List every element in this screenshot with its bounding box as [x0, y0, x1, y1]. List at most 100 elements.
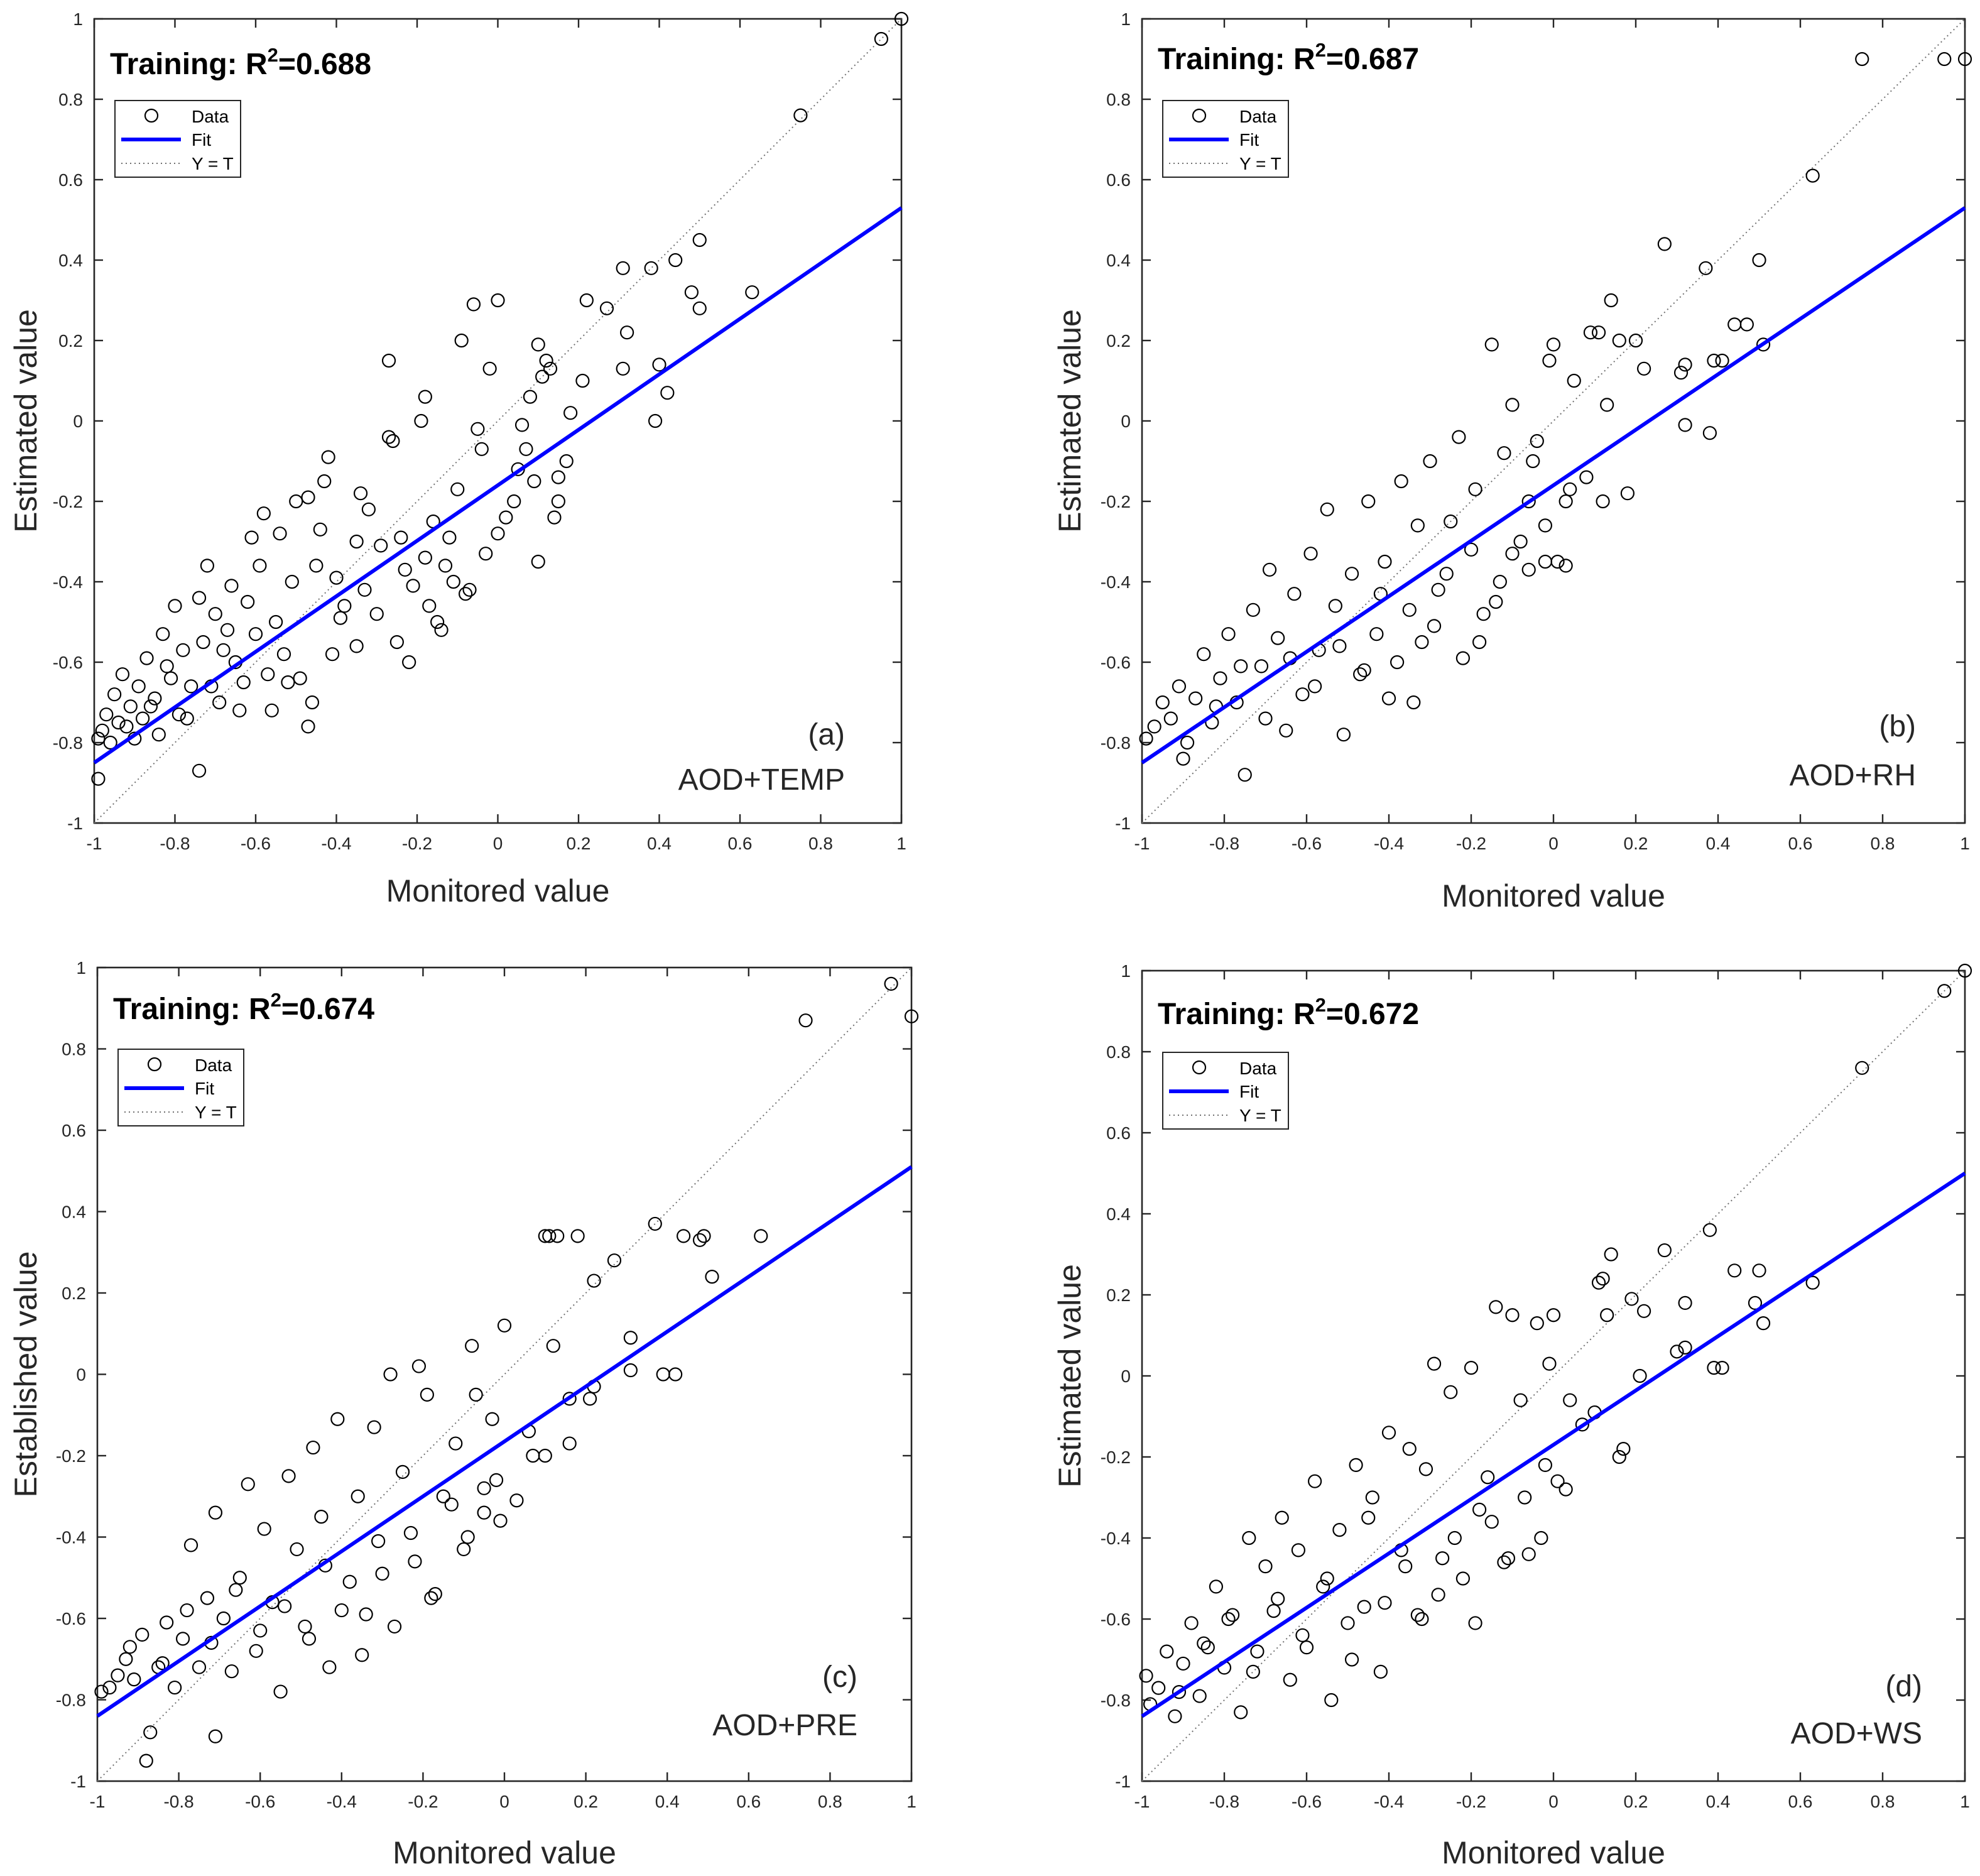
- legend: Data Fit Y = T: [1162, 100, 1289, 178]
- data-point: [527, 474, 541, 489]
- data-point: [1423, 454, 1437, 469]
- data-point: [1435, 1551, 1450, 1566]
- data-point: [1324, 1693, 1339, 1708]
- data-point: [489, 1473, 504, 1487]
- data-point: [430, 614, 445, 630]
- data-point: [394, 530, 408, 545]
- data-point: [91, 731, 106, 746]
- data-point: [1349, 1458, 1363, 1472]
- data-point: [261, 667, 275, 682]
- data-point: [1163, 711, 1178, 726]
- data-point: [383, 1367, 398, 1382]
- data-point: [1472, 1502, 1487, 1517]
- data-point: [523, 390, 538, 404]
- data-point: [692, 1233, 707, 1247]
- data-point: [616, 361, 630, 376]
- data-point: [1855, 1061, 1869, 1075]
- data-point: [1390, 655, 1405, 670]
- r2-superscript: 2: [1315, 39, 1326, 61]
- data-point: [136, 711, 150, 726]
- panel-description: AOD+PRE: [712, 1709, 857, 1742]
- data-point: [349, 534, 364, 549]
- y-tick-label: -0.8: [1101, 733, 1131, 753]
- data-point: [1139, 731, 1153, 746]
- y-tick-label: -1: [1115, 814, 1131, 833]
- data-point: [95, 723, 109, 738]
- y-tick-label: 0.4: [1106, 251, 1131, 270]
- data-point: [293, 671, 307, 685]
- data-point: [422, 599, 437, 613]
- data-point: [248, 627, 263, 641]
- data-point: [1518, 1490, 1532, 1505]
- data-point: [449, 1436, 463, 1451]
- x-tick-label: 0.4: [1706, 834, 1731, 853]
- y-tick-label: 0.6: [1106, 170, 1131, 190]
- data-point: [616, 261, 630, 275]
- data-point: [216, 643, 231, 657]
- data-point: [1291, 1543, 1305, 1557]
- y-tick-label: 0.4: [58, 251, 83, 270]
- data-point: [353, 486, 368, 501]
- training-text: Training: R: [110, 48, 268, 81]
- data-point: [1160, 1644, 1174, 1659]
- y-tick-label: 0.6: [58, 170, 83, 190]
- data-point: [1637, 361, 1651, 376]
- data-point: [381, 430, 396, 444]
- y-tick-label: 0.2: [58, 331, 83, 351]
- x-tick-label: -0.2: [1456, 834, 1486, 853]
- data-point: [599, 301, 614, 315]
- data-point: [168, 1680, 182, 1695]
- data-point: [103, 735, 117, 750]
- data-point: [1513, 1393, 1528, 1407]
- fit-line: [93, 206, 903, 765]
- data-point: [321, 450, 335, 464]
- data-point: [367, 1420, 381, 1434]
- r2-value: =0.687: [1326, 43, 1419, 76]
- scatter-panel-d: -1 -0.8 -0.6 -0.4 -0.2 0 0.2 0.4 0.6 0.8 1 -1 -0.8 -0…: [1052, 961, 1972, 1870]
- data-point: [579, 293, 594, 308]
- scatter-panel-c: -1 -0.8 -0.6 -0.4 -0.2 0 0.2 0.4 0.6 0.8 1 -1 -0.8 -0…: [8, 958, 919, 1870]
- data-point: [454, 333, 469, 348]
- data-point: [156, 627, 170, 641]
- data-point: [1262, 562, 1277, 577]
- legend-fit-label: Fit: [1239, 130, 1259, 150]
- data-point: [1452, 430, 1466, 444]
- data-point: [192, 1660, 207, 1674]
- data-point: [1476, 607, 1491, 621]
- data-point: [1501, 1551, 1516, 1566]
- data-point: [1752, 1263, 1766, 1278]
- data-point: [1575, 1417, 1589, 1432]
- data-point: [1258, 711, 1273, 726]
- data-point: [1558, 559, 1573, 573]
- data-point: [418, 550, 432, 565]
- data-point: [526, 1448, 540, 1463]
- x-tick-label: 0.4: [647, 834, 672, 853]
- data-point: [1279, 723, 1293, 738]
- data-point: [434, 623, 449, 637]
- data-point: [175, 1632, 190, 1646]
- training-r2-label: Training: R2=0.688: [110, 44, 371, 81]
- data-point: [1427, 619, 1442, 633]
- y-axis-title: Estimated value: [1052, 1264, 1087, 1488]
- data-point: [1295, 687, 1310, 702]
- data-point: [374, 538, 388, 553]
- data-point: [1699, 261, 1713, 275]
- data-point: [1221, 627, 1236, 641]
- data-point: [398, 562, 412, 577]
- data-point: [1406, 695, 1421, 710]
- y-tick-label: 0: [76, 1365, 86, 1385]
- data-point: [1707, 353, 1721, 368]
- data-point: [491, 526, 505, 541]
- x-tick-label: 1: [906, 1792, 917, 1811]
- data-point: [1402, 1442, 1417, 1456]
- r2-value: =0.672: [1326, 998, 1419, 1031]
- data-point: [575, 373, 590, 388]
- data-point: [139, 651, 154, 665]
- x-tick-label: -0.4: [327, 1792, 357, 1811]
- data-point: [482, 361, 497, 376]
- data-point: [1493, 574, 1507, 589]
- y-tick-label: -0.6: [1101, 1610, 1131, 1629]
- data-point: [208, 1505, 223, 1520]
- data-point: [123, 699, 138, 714]
- data-point: [1184, 1616, 1199, 1630]
